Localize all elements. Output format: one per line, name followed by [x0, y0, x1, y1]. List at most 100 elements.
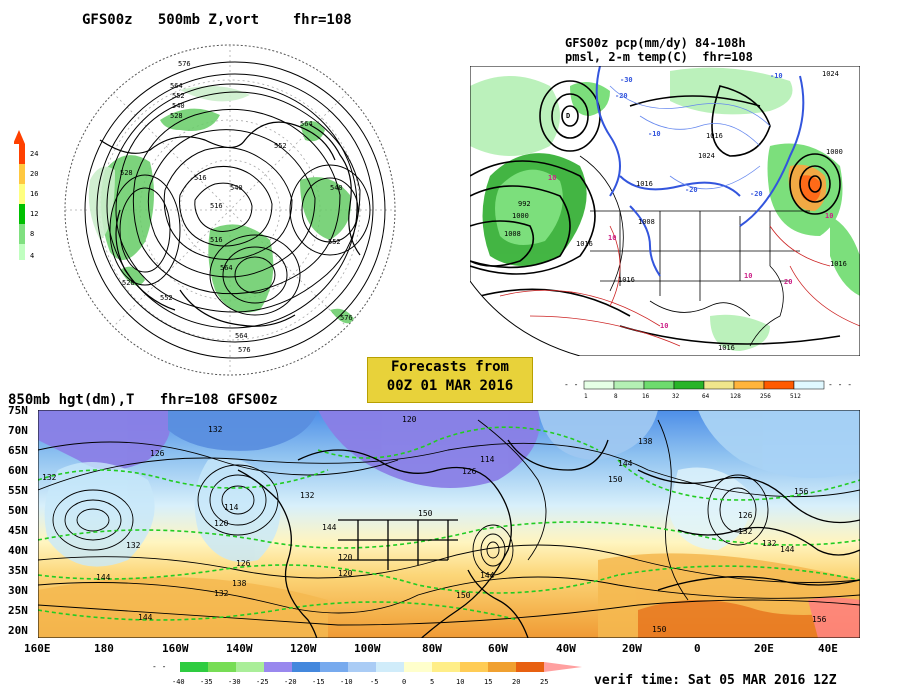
temp-colorbar-label: -30: [228, 678, 241, 686]
lon-label: 160W: [162, 642, 189, 655]
polar-colorbar-label: 24: [30, 150, 38, 158]
polar-contour-label: 564: [170, 82, 183, 90]
na-colorbar-label: 32: [672, 393, 680, 400]
polar-colorbar-label: 12: [30, 210, 38, 218]
polar-contour-label: 516: [194, 174, 207, 182]
polar-contour-label: 564: [220, 264, 233, 272]
na-pressure-label: 1000: [826, 148, 843, 156]
na-temp-label: -20: [685, 186, 698, 194]
polar-500mb-map: 576 564 552 540 528 516 552 564 528 540 …: [64, 44, 396, 376]
map850-contour-label: 150: [418, 509, 433, 518]
na-colorbar: - - - - - - 1 8 16 32 64 128 256 512: [564, 380, 852, 400]
lat-label: 65N: [8, 444, 28, 457]
na-pressure-label: 1024: [698, 152, 715, 160]
polar-contour-label: 528: [170, 112, 183, 120]
temp-colorbar-label: -15: [312, 678, 325, 686]
map850-contour-label: 156: [812, 615, 827, 624]
polar-contour-label: 528: [120, 169, 133, 177]
temp-colorbar-cap-left: - -: [152, 662, 166, 671]
lat-label: 45N: [8, 524, 28, 537]
na-pressure-label: 1008: [504, 230, 521, 238]
map850-contour-label: 126: [738, 511, 753, 520]
temp-colorbar-label: 15: [484, 678, 492, 686]
na-pressure-label: 1016: [636, 180, 653, 188]
temp-colorbar-label: -20: [284, 678, 297, 686]
map850-contour-label: 138: [638, 437, 653, 446]
polar-contour-label: 552: [328, 238, 341, 246]
na-temp-label: 10: [660, 322, 668, 330]
map850-contour-label: 144: [322, 523, 337, 532]
map850-contour-label: 132: [208, 425, 223, 434]
map850-contour-label: 132: [42, 473, 57, 482]
lat-label: 75N: [8, 404, 28, 417]
na-pressure-label: 1016: [830, 260, 847, 268]
lon-label: 20E: [754, 642, 774, 655]
temp-colorbar-label: 10: [456, 678, 464, 686]
polar-colorbar-label: 8: [30, 230, 34, 238]
polar-colorbar-label: 20: [30, 170, 38, 178]
map850-contour-label: 150: [456, 591, 471, 600]
verification-time: verif time: Sat 05 MAR 2016 12Z: [594, 673, 837, 688]
na-low-symbol: D: [566, 112, 570, 120]
na-pressure-label: 1016: [718, 344, 735, 352]
na-pcp-map: D 1024 1016 1024 1000 1016 1008 992 1000…: [470, 66, 860, 356]
map850-contour-label: 126: [462, 467, 477, 476]
polar-contour-label: 528: [122, 279, 135, 287]
na-pressure-label: 1024: [822, 70, 839, 78]
lat-label: 60N: [8, 464, 28, 477]
lat-label: 35N: [8, 564, 28, 577]
polar-colorbar: 24 20 16 12 8 4: [14, 130, 38, 260]
polar-colorbar-cap-top: [14, 130, 25, 144]
lon-label: 40W: [556, 642, 576, 655]
temp-colorbar-label: 0: [402, 678, 406, 686]
map850-contour-label: 120: [402, 415, 417, 424]
na-temp-label: 10: [608, 234, 616, 242]
temp-colorbar-label: 20: [512, 678, 520, 686]
panel-850-title: 850mb hgt(dm),T fhr=108 GFS00z: [8, 392, 278, 408]
map850-contour-label: 132: [126, 541, 141, 550]
na-panel-title-2: pmsl, 2-m temp(C) fhr=108: [565, 50, 753, 64]
map850-contour-label: 138: [232, 579, 247, 588]
polar-contour-label: 552: [172, 92, 185, 100]
na-pressure-label: 1016: [706, 132, 723, 140]
lat-label: 25N: [8, 604, 28, 617]
lon-label: 160E: [24, 642, 51, 655]
na-temp-label: -20: [750, 190, 763, 198]
map850-contour-label: 114: [224, 503, 239, 512]
map-850mb: 132 120 114 132 120 132 144 126 126 144 …: [38, 410, 860, 638]
na-temp-label: -20: [615, 92, 628, 100]
map850-contour-label: 132: [738, 527, 753, 536]
na-pressure-label: 1008: [638, 218, 655, 226]
lat-label: 20N: [8, 624, 28, 637]
polar-contour-label: 576: [178, 60, 191, 68]
map850-contour-label: 132: [214, 589, 229, 598]
map850-contour-label: 144: [138, 613, 153, 622]
polar-colorbar-label: 4: [30, 252, 34, 260]
temp-colorbar-label: -35: [200, 678, 213, 686]
forecast-line-1: Forecasts from: [390, 359, 509, 375]
polar-contour-label: 540: [330, 184, 343, 192]
polar-contour-label: 516: [210, 236, 223, 244]
lon-label: 120W: [290, 642, 317, 655]
na-pressure-label: 1000: [512, 212, 529, 220]
map850-contour-label: 150: [652, 625, 667, 634]
lon-label: 20W: [622, 642, 642, 655]
na-colorbar-label: 256: [760, 393, 771, 400]
polar-contour-label: 576: [238, 346, 251, 354]
polar-contour-label: 552: [160, 294, 173, 302]
map850-contour-label: 120: [214, 519, 229, 528]
na-temp-label: 10: [548, 174, 556, 182]
forecast-init-box: Forecasts from 00Z 01 MAR 2016: [367, 357, 533, 403]
lon-label: 140W: [226, 642, 253, 655]
na-temp-label: -10: [770, 72, 783, 80]
temp-colorbar: - - -40 -35 -30 -25 -20 -15 -10 -5 0 5 1…: [152, 662, 582, 686]
map850-contour-label: 150: [608, 475, 623, 484]
na-colorbar-label: 16: [642, 393, 650, 400]
lon-label: 40E: [818, 642, 838, 655]
polar-contour-label: 552: [274, 142, 287, 150]
polar-colorbar-label: 16: [30, 190, 38, 198]
map850-contour-label: 126: [150, 449, 165, 458]
polar-contour-label: 516: [210, 202, 223, 210]
na-colorbar-cap-right: - - -: [828, 380, 852, 389]
lon-axis: 160E 180 160W 140W 120W 100W 80W 60W 40W…: [20, 642, 880, 656]
